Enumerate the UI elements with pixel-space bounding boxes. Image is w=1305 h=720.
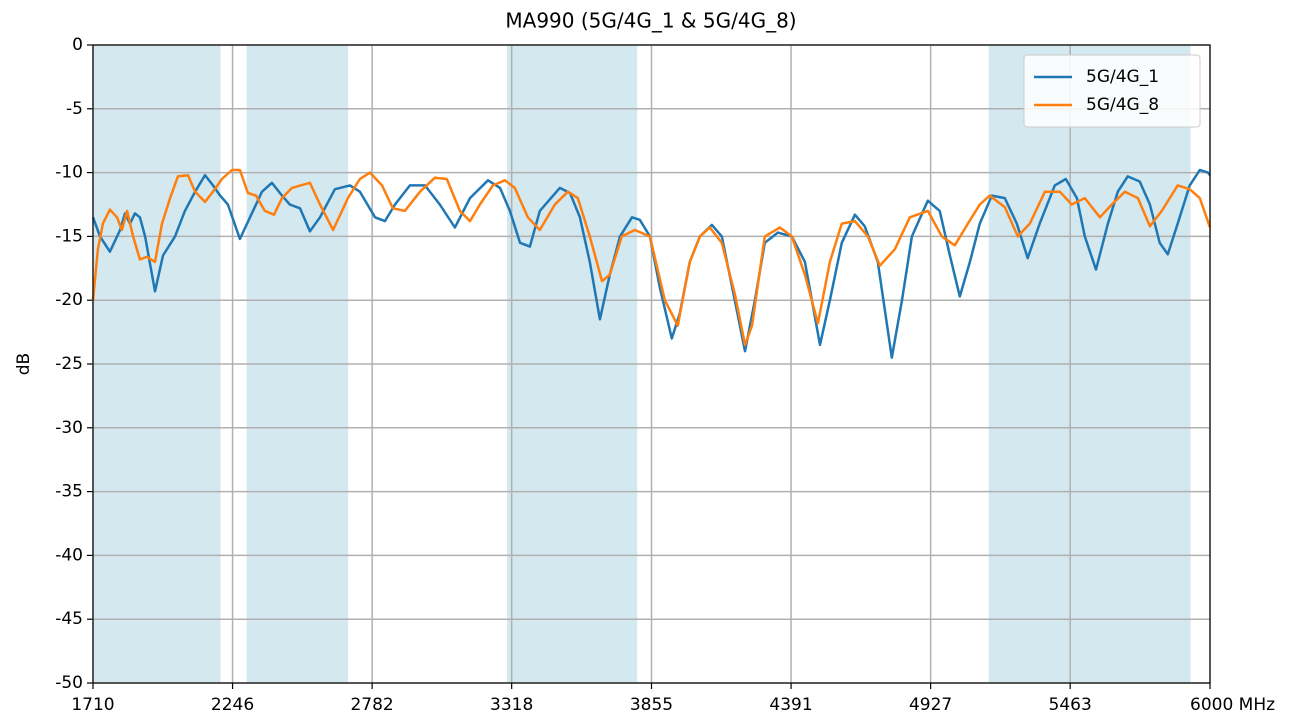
y-tick-label: -25 xyxy=(55,354,83,374)
y-tick-label: -10 xyxy=(55,163,83,183)
x-tick-label: 1710 xyxy=(71,695,114,715)
legend-label: 5G/4G_1 xyxy=(1086,67,1159,87)
plot-frame xyxy=(92,44,1211,684)
legend-label: 5G/4G_8 xyxy=(1086,95,1159,115)
chart-title: MA990 (5G/4G_1 & 5G/4G_8) xyxy=(505,9,796,33)
y-tick-label: -40 xyxy=(55,545,83,565)
x-tick-label: 3318 xyxy=(490,695,533,715)
x-tick-label: 4391 xyxy=(769,695,812,715)
series-line xyxy=(91,168,1211,359)
x-tick-label: 3855 xyxy=(630,695,673,715)
x-tick-label: 2246 xyxy=(211,695,254,715)
x-tick-label: 2782 xyxy=(350,695,393,715)
y-tick-label: 0 xyxy=(72,35,83,55)
y-tick-label: -50 xyxy=(55,673,83,693)
y-axis-label: dB xyxy=(14,353,34,375)
x-tick-label: 6000 MHz xyxy=(1190,695,1275,715)
x-tick-label: 5463 xyxy=(1049,695,1092,715)
legend: 5G/4G_1 5G/4G_8 xyxy=(1023,54,1201,128)
y-tick-label: -30 xyxy=(55,418,83,438)
series-line xyxy=(91,168,1212,347)
y-tick-label: -45 xyxy=(55,609,83,629)
y-tick-label: -35 xyxy=(55,482,83,502)
y-tick-label: -5 xyxy=(66,99,83,119)
y-tick-label: -20 xyxy=(55,290,83,310)
y-tick-label: -15 xyxy=(55,226,83,246)
legend-box xyxy=(1023,54,1201,128)
x-tick-label: 4927 xyxy=(909,695,952,715)
